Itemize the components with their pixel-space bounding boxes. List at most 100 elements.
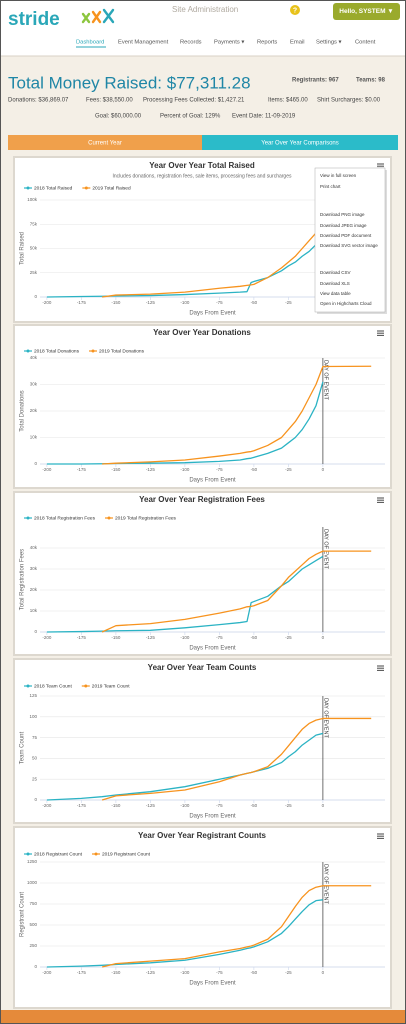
- x-tick-label: -125: [146, 467, 156, 472]
- tab-label[interactable]: Current Year: [88, 141, 122, 147]
- menu-item[interactable]: Print chart: [320, 184, 341, 189]
- user-label[interactable]: Hello, SYSTEM ▼: [339, 8, 393, 15]
- y-tick-label: 40k: [30, 545, 38, 550]
- chart-menu-button[interactable]: [377, 665, 384, 671]
- nav-item[interactable]: Settings ▾: [316, 40, 342, 46]
- series-line: [46, 238, 324, 298]
- series-line: [102, 365, 372, 465]
- x-tick-label: -75: [216, 970, 223, 975]
- menu-item[interactable]: Download XLS: [320, 281, 350, 286]
- y-tick-label: 30k: [30, 566, 38, 571]
- y-tick-label: 25k: [30, 270, 38, 275]
- chart-panel: [13, 324, 392, 489]
- nav-item[interactable]: Payments ▾: [214, 40, 244, 46]
- nav-item[interactable]: Dashboard: [76, 40, 104, 46]
- summary-item: Percent of Goal: 129%: [160, 114, 221, 120]
- chart-title: Year Over Year Registration Fees: [139, 495, 265, 504]
- help-icon[interactable]: [290, 5, 300, 15]
- x-tick-label: -200: [42, 467, 52, 472]
- y-tick-label: 750: [29, 901, 37, 906]
- y-tick-label: 30k: [30, 382, 38, 387]
- legend-symbol: [84, 684, 88, 688]
- x-tick-label: -25: [285, 300, 292, 305]
- legend-label[interactable]: 2018 Total Registration Fees: [34, 515, 96, 521]
- summary-item: Items: $465.00: [268, 98, 308, 104]
- annotation-label: DAY OF EVENT: [322, 864, 328, 904]
- nav-item[interactable]: Reports: [257, 40, 277, 46]
- legend-label[interactable]: 2019 Total Donations: [99, 348, 145, 354]
- y-tick-label: 0: [34, 964, 37, 969]
- x-axis-title: Days From Event: [189, 311, 236, 317]
- y-tick-label: 50: [32, 756, 38, 761]
- logo[interactable]: stride: [8, 9, 60, 30]
- nav-item[interactable]: Event Management: [118, 40, 169, 46]
- x-tick-label: -175: [77, 970, 87, 975]
- summary-item: Processing Fees Collected: $1,427.21: [143, 98, 245, 104]
- y-tick-label: 0: [34, 461, 37, 466]
- x-axis-title: Days From Event: [189, 646, 236, 652]
- y-tick-label: 0: [34, 797, 37, 802]
- y-tick-label: 50k: [30, 246, 38, 251]
- tab-current[interactable]: [8, 135, 202, 150]
- legend-label[interactable]: 2019 Total Raised: [92, 185, 131, 191]
- x-tick-label: 0: [322, 635, 325, 640]
- chart-menu-button[interactable]: [377, 497, 384, 503]
- menu-item[interactable]: Download SVG vector image: [320, 243, 378, 248]
- y-tick-label: 10k: [30, 608, 38, 613]
- menu-item[interactable]: View in full screen: [320, 173, 357, 178]
- summary-item: Donations: $36,869.07: [8, 98, 69, 104]
- legend-label[interactable]: 2018 Total Donations: [34, 348, 80, 354]
- legend-label[interactable]: 2019 Registrant Count: [102, 851, 151, 857]
- menu-item[interactable]: View data table: [320, 291, 351, 296]
- x-tick-label: -50: [251, 803, 258, 808]
- chart-menu-button[interactable]: [377, 330, 384, 336]
- x-tick-label: -50: [251, 467, 258, 472]
- annotation-label: DAY OF EVENT: [322, 360, 328, 400]
- x-tick-label: -75: [216, 300, 223, 305]
- y-tick-label: 1000: [27, 880, 38, 885]
- y-tick-label: 1250: [27, 859, 38, 864]
- tab-yoy[interactable]: [202, 135, 398, 150]
- x-tick-label: -75: [216, 803, 223, 808]
- chart: Year Over Year Registration Fees 0 10k 20k 3…: [13, 491, 392, 656]
- legend-label[interactable]: 2019 Total Registration Fees: [115, 515, 177, 521]
- tab-label[interactable]: Year Over Year Comparisons: [261, 141, 339, 147]
- legend-symbol: [84, 186, 88, 190]
- series-line: [46, 555, 324, 633]
- legend-label[interactable]: 2018 Team Count: [34, 683, 72, 689]
- nav-item[interactable]: Records: [180, 40, 202, 46]
- help-label[interactable]: ?: [293, 7, 297, 14]
- chart-subtitle: Includes donations, registration fees, s…: [113, 173, 292, 179]
- x-tick-label: -125: [146, 803, 156, 808]
- legend-label[interactable]: 2019 Team Count: [92, 683, 130, 689]
- menu-item[interactable]: Download PDF document: [320, 233, 372, 238]
- legend-symbol: [26, 852, 30, 856]
- summary-title: Total Money Raised: $77,311.28: [8, 73, 251, 92]
- user-menu[interactable]: [333, 3, 400, 20]
- series-line: [46, 899, 323, 968]
- legend-symbol: [26, 516, 30, 520]
- legend-label[interactable]: 2018 Total Raised: [34, 185, 73, 191]
- chart-menu-button[interactable]: [377, 833, 384, 839]
- x-tick-label: -25: [285, 635, 292, 640]
- logo-marks: [81, 8, 115, 24]
- chart: Year Over Year Donations 0 10k 20k 30k 40k -20…: [13, 324, 392, 489]
- x-tick-label: -175: [77, 300, 87, 305]
- nav-item[interactable]: Email: [290, 40, 305, 46]
- y-tick-label: 125: [29, 693, 37, 698]
- legend-label[interactable]: 2018 Registrant Count: [34, 851, 83, 857]
- x-tick-label: -200: [42, 300, 52, 305]
- x-tick-label: -100: [180, 803, 190, 808]
- menu-item[interactable]: Download PNG image: [320, 212, 365, 217]
- menu-item[interactable]: Open in Highcharts Cloud: [320, 301, 372, 306]
- menu-item[interactable]: Download CSV: [320, 270, 351, 275]
- y-tick-label: 10k: [30, 435, 38, 440]
- series-line: [101, 885, 372, 968]
- x-tick-label: -200: [42, 970, 52, 975]
- menu-item[interactable]: Download JPEG image: [320, 223, 367, 228]
- y-tick-label: 250: [29, 943, 37, 948]
- chart: Year Over Year Team Counts 0 25 50 75 100 125 -…: [13, 658, 392, 824]
- nav-item[interactable]: Content: [355, 40, 376, 46]
- x-tick-label: -100: [180, 970, 190, 975]
